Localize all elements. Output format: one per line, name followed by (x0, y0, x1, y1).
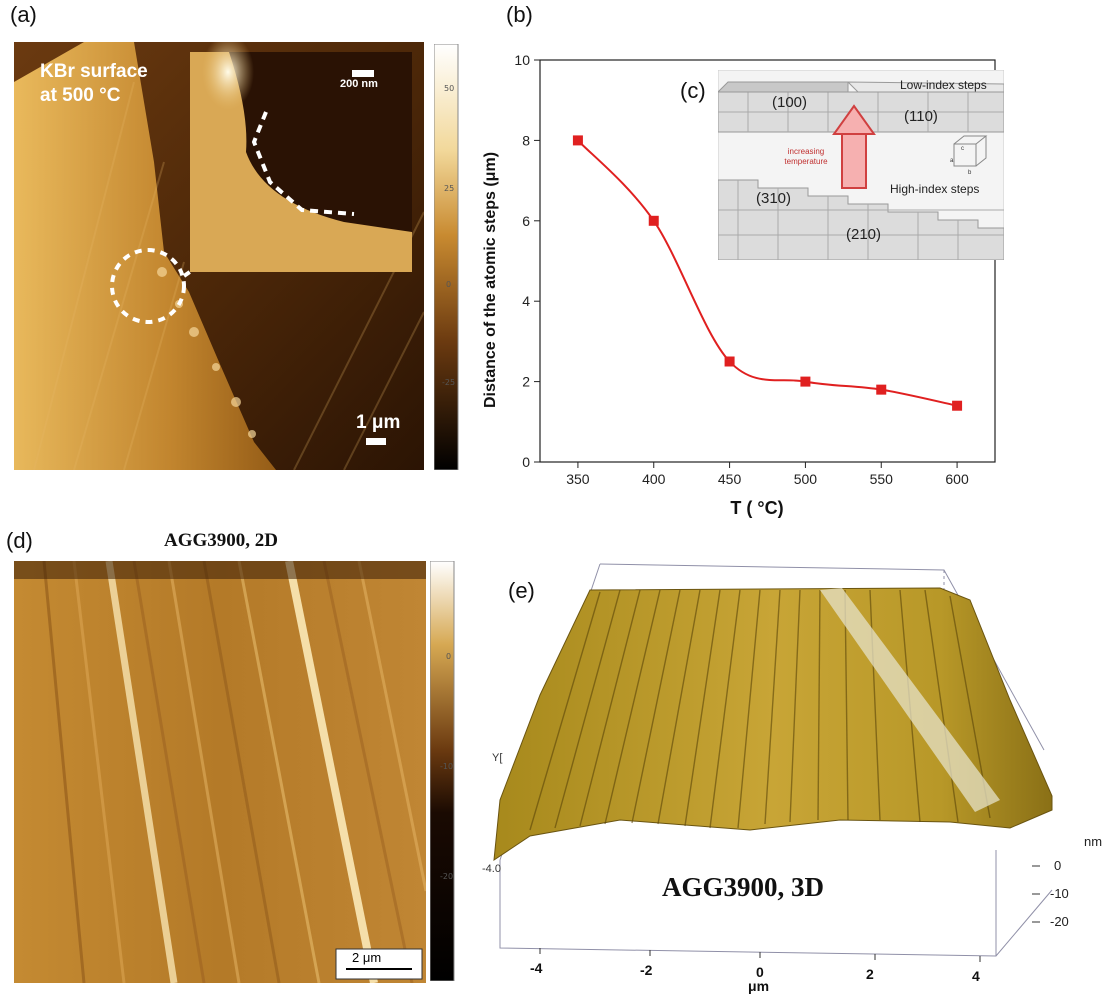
inset-c-axis-letter: c (961, 146, 964, 152)
inset-c-plane-label: (310) (756, 190, 792, 207)
inset-c-arrow-text-2: temperature (784, 157, 828, 166)
chart-plot-frame (539, 59, 996, 463)
afm-e-x-tick: -4 (530, 960, 543, 976)
chart-data-point (572, 135, 583, 146)
colorbar-a-tick: 50 (444, 84, 455, 93)
afm-e-z-tick: -10 (1050, 886, 1069, 901)
afm-e-x-tick: 2 (866, 966, 874, 982)
chart-data-point (876, 384, 887, 395)
colorbar-a-tick: 25 (444, 184, 455, 193)
chart-data-point (724, 356, 735, 367)
afm-e-z-unit: nm (1084, 834, 1103, 849)
chart-x-tick-label: 600 (945, 471, 969, 487)
afm-d-scalebar-label: 2 μm (352, 950, 382, 965)
colorbar-a-tick: -25 (442, 378, 456, 387)
inset-c-arrow-text-1: increasing (788, 147, 824, 156)
inset-c-top-title: Low-index steps (900, 78, 987, 92)
inset-c-plane-label: (210) (846, 226, 882, 243)
chart-b: 350 400 450 500 550 600 0 2 4 6 8 10 Distance of th… (482, 52, 996, 518)
afm-a-inset-scalebar-label: 200 nm (340, 78, 378, 90)
colorbar-d-tick: -10 (440, 762, 454, 771)
inset-c-diagram: increasing temperature a b c (718, 70, 1004, 260)
panel-label-b: (b) (506, 2, 533, 27)
chart-y-tick-label: 4 (522, 293, 530, 309)
inset-c-plane-label: (110) (904, 108, 938, 125)
afm-e-x-tick: 4 (972, 968, 980, 984)
chart-y-tick-label: 0 (522, 454, 530, 470)
panel-label-a: (a) (10, 2, 37, 27)
chart-x-axis-label: T ( °C) (730, 498, 783, 518)
inset-c-axis-letter: a (950, 158, 954, 164)
panel-label-e: (e) (508, 578, 535, 603)
panel-label-c: (c) (680, 78, 706, 103)
afm-e-y-value: -4.0 (482, 863, 501, 875)
chart-y-tick-label: 10 (514, 52, 530, 68)
afm-e-x-unit: μm (748, 978, 770, 994)
afm-e-y-axis-fragment: Y[ (492, 752, 503, 764)
chart-y-tick-label: 2 (522, 374, 530, 390)
inset-c-plane-label: (100) (772, 94, 808, 111)
colorbar-d-tick: -20 (440, 872, 454, 881)
afm-d-title: AGG3900, 2D (164, 530, 278, 551)
afm-a-title-line2: at 500 °C (40, 85, 121, 106)
afm-a-title: KBr surface at 500 °C (40, 60, 148, 108)
panel-label-d: (d) (6, 528, 33, 553)
chart-data-point (952, 400, 963, 411)
chart-x-tick-label: 450 (718, 471, 742, 487)
chart-x-tick-label: 500 (794, 471, 818, 487)
chart-y-tick-label: 8 (522, 132, 530, 148)
chart-x-tick-label: 400 (642, 471, 666, 487)
afm-a-title-line1: KBr surface (40, 61, 148, 82)
colorbar-d (430, 561, 455, 981)
chart-x-tick-label: 550 (870, 471, 894, 487)
chart-data-point (648, 215, 659, 226)
afm-e-z-tick: -20 (1050, 914, 1069, 929)
inset-c-crystal-cube (953, 135, 988, 167)
afm-e-title: AGG3900, 3D (662, 872, 824, 902)
afm-e-x-tick: 0 (756, 964, 764, 980)
afm-image-a (14, 42, 424, 470)
afm-3d-surface-e (493, 563, 1053, 962)
chart-y-axis-label: Distance of the atomic steps (μm) (482, 152, 499, 408)
chart-data-point (800, 376, 811, 387)
afm-e-x-tick: -2 (640, 962, 653, 978)
colorbar-a-tick: 0 (446, 280, 452, 289)
colorbar-a (434, 44, 459, 470)
afm-e-y-value-text: 4.0 (485, 863, 501, 875)
chart-x-tick-label: 350 (566, 471, 590, 487)
colorbar-d-tick: 0 (446, 652, 452, 661)
inset-c-axis-letter: b (968, 170, 972, 176)
afm-e-z-tick: 0 (1054, 858, 1062, 873)
inset-c-bottom-title: High-index steps (890, 182, 980, 196)
chart-y-tick-label: 6 (522, 213, 530, 229)
afm-a-scalebar-label: 1 μm (356, 412, 401, 433)
afm-image-d (14, 561, 426, 983)
